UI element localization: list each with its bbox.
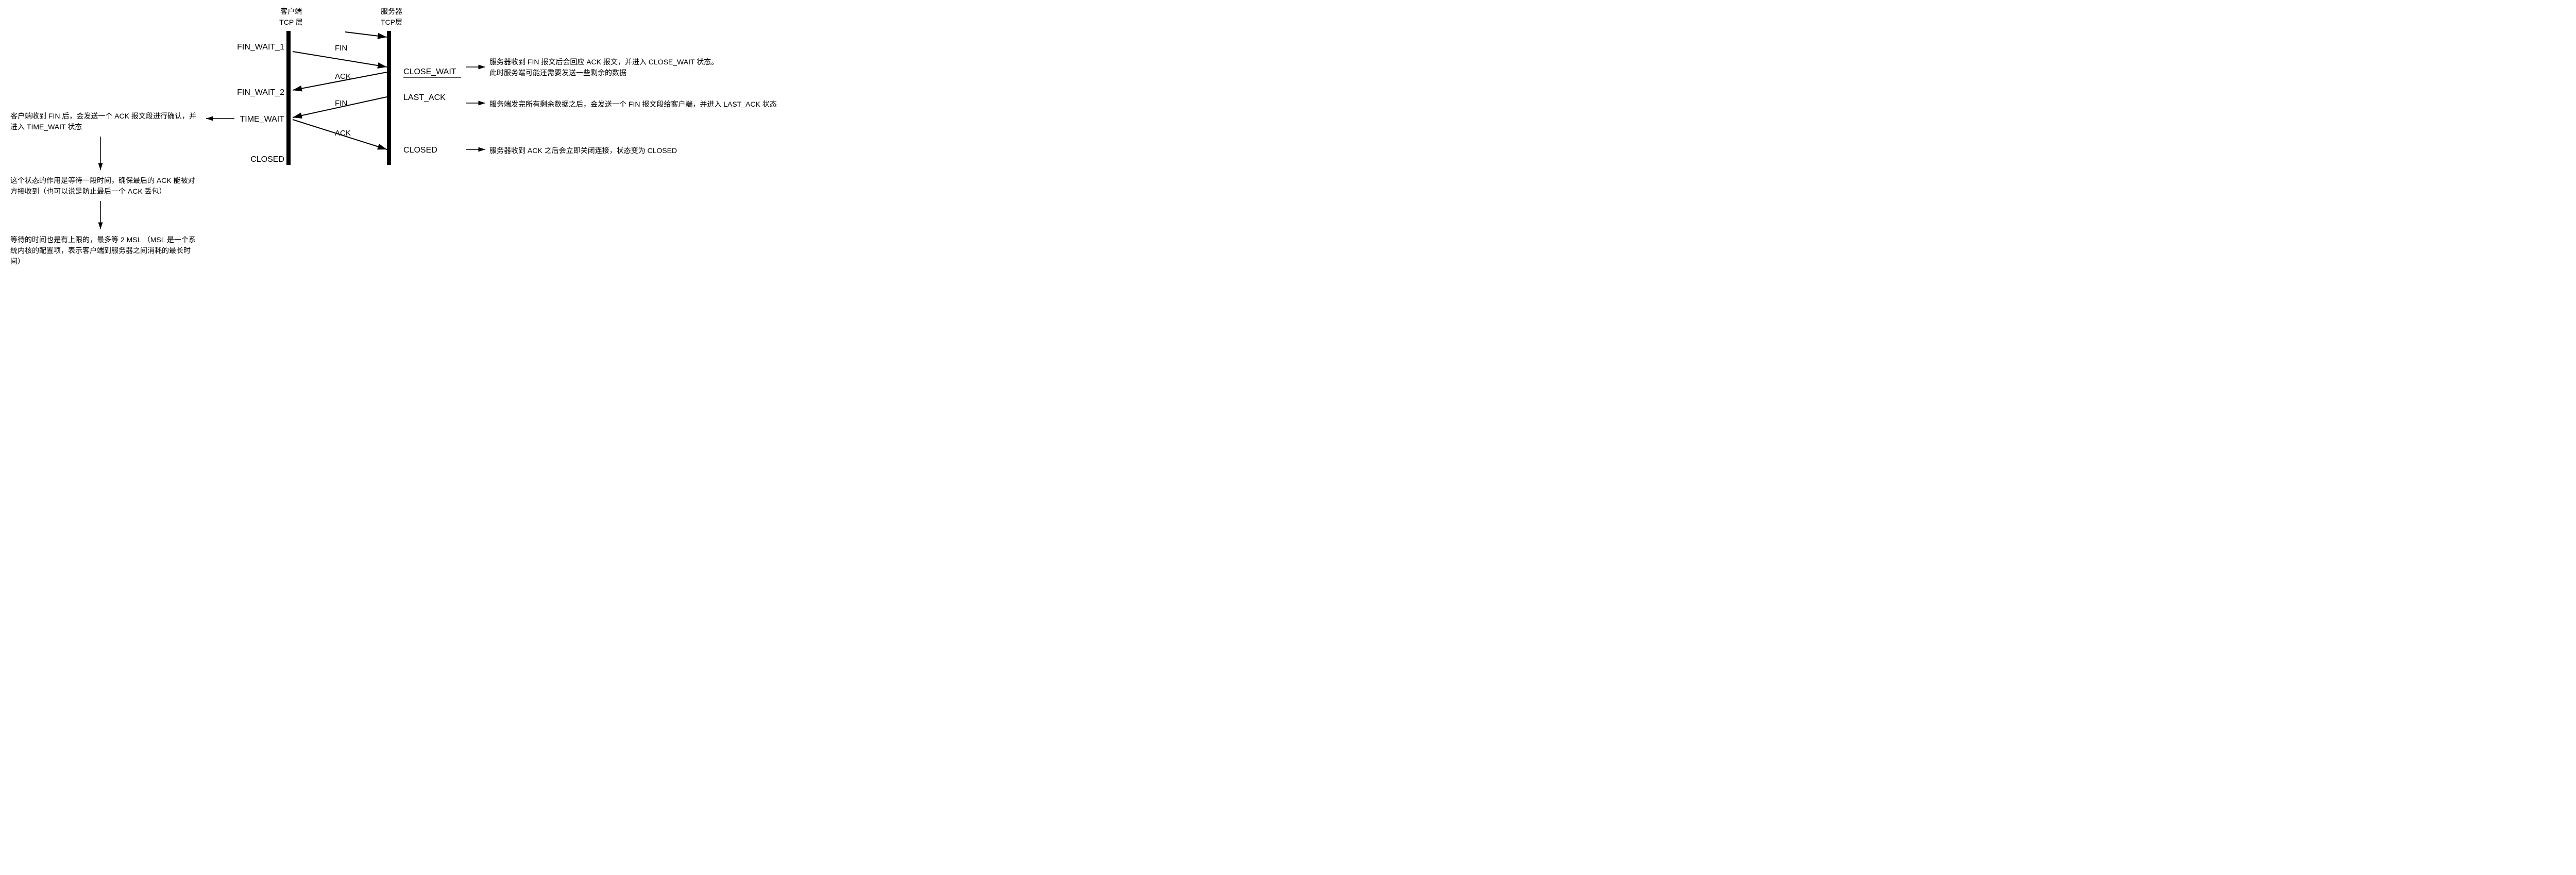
arrow-fin1 <box>293 52 387 67</box>
arrow-ack1 <box>293 72 387 90</box>
diagram-svg <box>0 0 804 278</box>
page-root: 客户端 TCP 层 服务器 TCP层 FIN_WAIT_1 FIN_WAIT_2… <box>0 0 804 278</box>
arrow-fin2 <box>293 97 387 117</box>
pre-arrow <box>345 32 387 37</box>
arrow-ack2 <box>293 120 387 149</box>
